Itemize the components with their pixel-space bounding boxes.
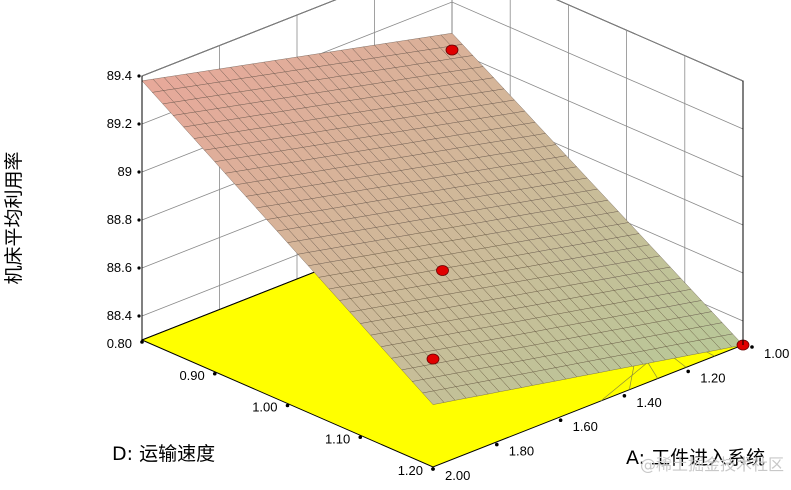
- a-tick-mark: [622, 394, 627, 398]
- d-tick-label: 0.90: [179, 368, 204, 383]
- z-tick-label: 88.4: [107, 308, 132, 323]
- a-tick-label: 1.40: [636, 395, 661, 410]
- z-tick-mark: [137, 170, 141, 174]
- design-point: [445, 44, 459, 56]
- z-tick-label: 88.6: [107, 260, 132, 275]
- z-tick-label: 89.2: [107, 116, 132, 131]
- d-tick-mark: [140, 340, 144, 344]
- a-tick-mark: [558, 418, 563, 423]
- front-frame: [137, 74, 754, 471]
- a-tick-mark: [431, 467, 435, 471]
- a-tick-mark: [686, 369, 690, 374]
- z-gridline: [141, 0, 744, 82]
- a-tick-label: 2.00: [445, 468, 470, 483]
- z-tick-mark: [137, 266, 141, 270]
- d-tick-mark: [358, 435, 363, 440]
- design-point: [426, 353, 440, 365]
- z-axis-title: 机床平均利用率: [3, 151, 25, 284]
- a-tick-mark: [750, 345, 754, 349]
- design-point: [436, 265, 449, 276]
- a-tick-label: 1.80: [509, 444, 534, 459]
- watermark: @稀土掘金技术社区: [640, 455, 784, 474]
- z-tick-label: 89: [118, 164, 132, 179]
- a-axis-title: A: 工件进入系统: [626, 447, 765, 469]
- z-tick-mark: [137, 218, 141, 222]
- z-tick-mark: [137, 314, 141, 318]
- a-tick-mark: [495, 442, 499, 447]
- a-tick-label: 1.00: [764, 346, 789, 361]
- z-tick-label: 89.4: [107, 68, 132, 83]
- d-tick-label: 1.00: [252, 400, 277, 415]
- d-tick-mark: [212, 371, 217, 376]
- d-tick-label: 1.10: [325, 431, 350, 446]
- z-tick-label: 88.8: [107, 212, 132, 227]
- a-tick-label: 1.60: [573, 419, 598, 434]
- z-tick-mark: [137, 122, 141, 126]
- z-tick-mark: [137, 74, 141, 78]
- d-tick-mark: [285, 403, 290, 408]
- d-axis-title: D: 运输速度: [112, 443, 215, 465]
- d-tick-label: 1.20: [398, 463, 423, 478]
- a-tick-label: 1.20: [700, 370, 725, 385]
- tick-labels: 88.4 88.6 88.8 89 89.2 89.4 0.80 0.90 1.00 1.10 1.…: [107, 68, 790, 483]
- d-tick-label: 0.80: [107, 336, 132, 351]
